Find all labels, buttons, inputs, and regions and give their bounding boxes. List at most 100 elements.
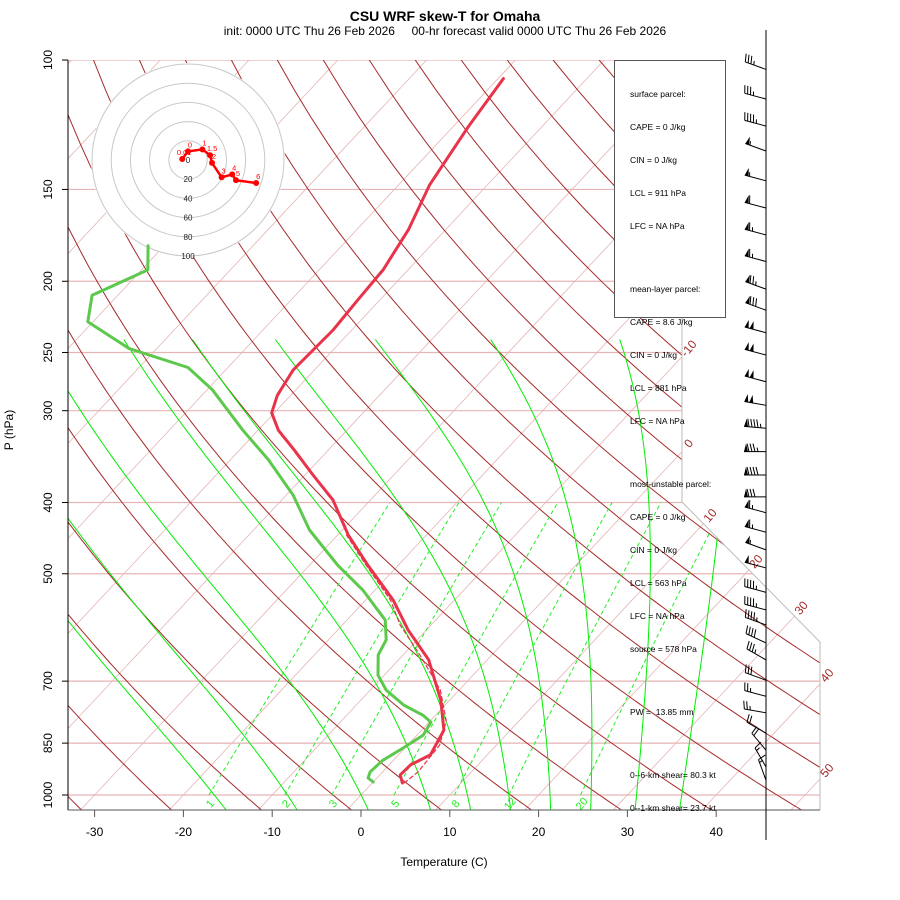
mixing-ratio-label: 5	[389, 798, 402, 810]
wind-barb-full	[751, 627, 754, 637]
wind-barb	[743, 700, 767, 714]
wind-barb-shaft	[754, 747, 767, 768]
wind-barb	[745, 625, 767, 644]
wind-barb-pennant	[744, 418, 749, 427]
wind-barb-full	[754, 741, 762, 749]
mu-lfc: LFC = NA hPa	[630, 611, 685, 621]
isotherm-line	[701, 60, 820, 810]
wind-barb	[744, 195, 767, 209]
wind-barb-pennant	[744, 342, 749, 351]
wind-barb-full	[749, 715, 753, 724]
hodograph-ring	[149, 121, 227, 199]
wind-barb-full	[753, 629, 757, 638]
wind-barb	[744, 112, 767, 127]
wind-barb-shaft	[745, 143, 767, 152]
dry-adiabat-line	[138, 60, 820, 810]
wind-barb-shaft	[745, 633, 767, 644]
y-tick-label: 300	[41, 400, 55, 420]
hodograph-point-label: 4	[232, 163, 236, 172]
x-tick-label: 30	[621, 825, 635, 839]
x-tick-label: 20	[532, 825, 546, 839]
y-axis-label: P (hPa)	[2, 410, 16, 450]
isotherm-line	[524, 60, 820, 810]
mixing-ratio-line	[331, 502, 502, 796]
hodograph-ring-label: 20	[184, 175, 193, 184]
wind-barb-full	[743, 700, 745, 710]
mu-source: source = 578 hPa	[630, 644, 697, 654]
wind-barb	[744, 578, 767, 593]
hodograph-point-label: 1	[202, 138, 206, 147]
hodograph-ring-label: 0	[186, 156, 191, 165]
hodograph-point	[229, 171, 236, 178]
wind-barb-pennant	[744, 393, 749, 403]
wind-barb	[751, 726, 767, 751]
mixing-ratio-line	[393, 502, 559, 796]
wind-barb	[744, 499, 767, 514]
x-tick-label: -20	[175, 825, 193, 839]
temperature-trace	[270, 77, 505, 785]
wind-barb	[744, 488, 766, 498]
wind-barb-pennant	[744, 319, 749, 329]
wind-barb-pennant	[744, 368, 749, 378]
wind-barb-pennant	[744, 488, 748, 497]
wind-barb-shaft	[744, 526, 767, 533]
wind-barb-full	[751, 643, 755, 653]
wind-barb-shaft	[744, 119, 767, 127]
y-tick-label: 150	[41, 179, 55, 199]
wind-barb-pennant	[744, 443, 748, 452]
wind-barb-full	[753, 612, 756, 621]
sounding-traces	[86, 77, 505, 785]
mixed-lfc: LFC = NA hPa	[630, 416, 685, 426]
wind-barb	[744, 393, 767, 406]
hodograph-ring	[91, 63, 285, 257]
mixing-ratio-label: 1	[204, 798, 217, 810]
mixed-cape: CAPE = 8.6 J/kg	[630, 317, 693, 327]
wind-barb	[744, 248, 767, 262]
moist-adiabat-line	[192, 339, 472, 810]
wind-barb-full	[746, 640, 750, 650]
wind-barb-full	[745, 625, 749, 634]
wind-barb-full	[749, 488, 753, 497]
hodograph-ring-label: 60	[184, 214, 193, 223]
wind-barb-full	[756, 419, 759, 428]
isotherm-line	[68, 60, 605, 810]
y-tick-label: 1000	[41, 781, 55, 808]
dry-adiabat-line	[552, 60, 820, 810]
wind-barb-full	[749, 642, 753, 651]
mixing-ratio-line	[284, 502, 460, 796]
hodograph-point	[218, 174, 225, 181]
isotherm-line	[613, 60, 820, 810]
wind-barb-pennant	[749, 394, 754, 404]
wind-barb-full	[752, 276, 755, 285]
moist-adiabat-line	[68, 339, 370, 810]
wind-barb-full	[753, 419, 756, 428]
moist-adiabat-line	[374, 339, 552, 810]
hodograph-point	[209, 159, 215, 166]
wind-barb-full	[755, 466, 759, 476]
mixed-lcl: LCL = 881 hPa	[630, 383, 687, 393]
dry-adiabat-line	[68, 60, 173, 810]
wind-barb-half	[759, 423, 762, 428]
dry-adiabat-line	[68, 60, 533, 810]
wind-barb-shaft	[744, 708, 767, 714]
wind-barb-full	[746, 443, 750, 452]
hodograph-point	[199, 146, 206, 153]
shear-0-6km: 0--6-km shear= 80.3 kt	[630, 770, 716, 780]
wind-barb-full	[749, 466, 753, 476]
isotherm-label: 20	[746, 552, 766, 571]
dry-adiabat-line	[93, 60, 803, 810]
wind-barbs	[743, 30, 767, 840]
wind-barb	[744, 53, 767, 70]
wind-barb-full	[746, 466, 750, 476]
shear-0-1km: 0--1-km shear= 23.7 kt	[630, 803, 716, 813]
wind-barb-pennant	[745, 274, 750, 283]
hodograph-point-label: 5	[236, 169, 240, 178]
dry-adiabat-line	[184, 60, 820, 810]
wind-barb	[754, 741, 767, 768]
dry-adiabat-line	[230, 60, 820, 810]
hodograph-ring	[110, 82, 266, 238]
surface-cin: CIN = 0 J/kg	[630, 155, 678, 165]
surface-cape: CAPE = 0 J/kg	[630, 122, 686, 132]
wind-barb-full	[746, 701, 748, 710]
